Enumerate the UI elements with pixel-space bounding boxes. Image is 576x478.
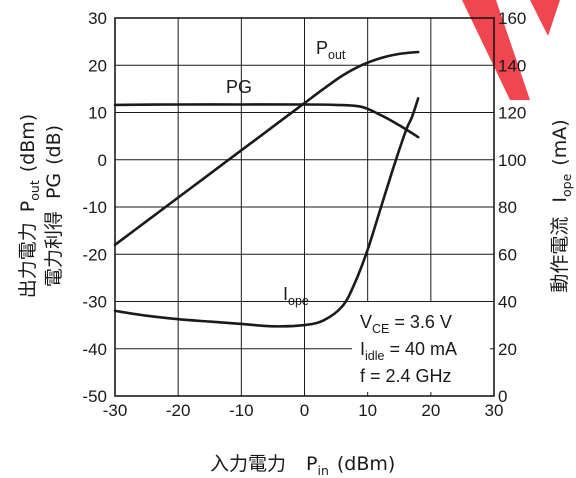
series-label-iope: Iope	[283, 284, 309, 308]
y-right-tick-label: 120	[498, 104, 526, 123]
annotation-idle: Iidle = 40 mA	[360, 339, 457, 363]
y-left-tick-label: 10	[88, 104, 107, 123]
annotation-vce: VCE = 3.6 V	[360, 312, 452, 336]
annotation-freq: f = 2.4 GHz	[360, 366, 452, 386]
y-left-tick-label: 20	[88, 56, 107, 75]
series-line-iope	[113, 97, 420, 328]
annotation-box	[352, 302, 490, 392]
y-left-tick-label: -10	[82, 198, 107, 217]
y-left-tick-label: -50	[82, 387, 107, 406]
series-line-pg	[113, 103, 420, 139]
x-tick-label: -20	[166, 401, 191, 420]
y-right-tick-label: 40	[498, 293, 517, 312]
plot-frame	[114, 17, 495, 397]
x-tick-label: 20	[421, 401, 440, 420]
y-left-tick-label: -40	[82, 340, 107, 359]
y-left-tick-label: 30	[88, 9, 107, 28]
y-right-tick-label: 0	[498, 387, 507, 406]
x-tick-label: -30	[103, 401, 128, 420]
y-right-tick-label: 160	[498, 9, 526, 28]
x-tick-label: 0	[300, 401, 309, 420]
series-label-pg: PG	[226, 77, 252, 97]
y-right-tick-label: 20	[498, 340, 517, 359]
ticks: -30 -20 -10 0 10 20 30-50-40-30-20-10010203002…	[82, 9, 526, 420]
y-left-title-line2: 電力利得PG(dB)	[43, 125, 65, 287]
series-line-pout	[113, 50, 420, 247]
x-tick-label: 10	[358, 401, 377, 420]
y-right-title: 動作電流Iope(mA)	[549, 119, 574, 292]
x-axis-title: 入力電力 Pin (dBm)	[210, 453, 395, 478]
curves	[113, 50, 420, 328]
y-right-tick-label: 100	[498, 151, 526, 170]
x-tick-label: 30	[485, 401, 504, 420]
y-left-tick-label: 0	[98, 151, 107, 170]
y-right-tick-label: 80	[498, 198, 517, 217]
x-tick-label: -10	[229, 401, 254, 420]
series-label-pout: Pout	[316, 38, 346, 62]
y-right-tick-label: 60	[498, 245, 517, 264]
watermark-mark	[462, 0, 560, 100]
y-right-tick-label: 140	[498, 56, 526, 75]
y-left-tick-label: -30	[82, 293, 107, 312]
y-left-tick-label: -20	[82, 245, 107, 264]
y-left-title-line1: 出力電力Pout(dBm)	[17, 114, 42, 298]
